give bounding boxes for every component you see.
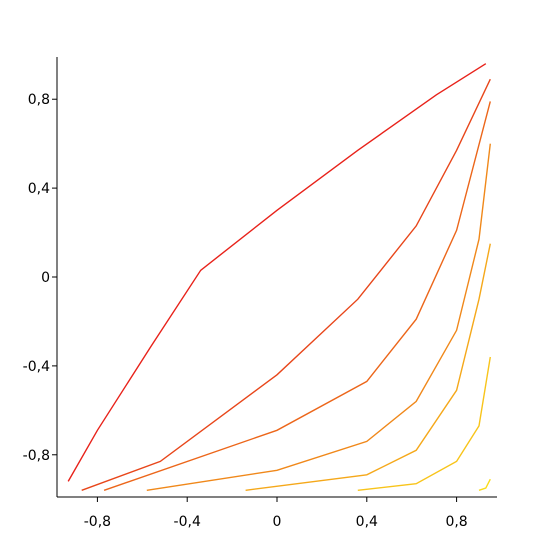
y-tick-label: 0,4 <box>28 181 50 197</box>
x-tick-label: -0,4 <box>174 514 201 530</box>
curve <box>67 63 487 482</box>
y-tick-label: 0,8 <box>28 92 50 108</box>
y-tick-label: 0 <box>41 270 50 286</box>
curve <box>478 478 491 491</box>
y-tick-label: -0,8 <box>23 448 50 464</box>
curve <box>357 356 491 491</box>
curve <box>103 101 491 491</box>
curve <box>81 78 491 491</box>
y-tick-label: -0,4 <box>23 359 50 375</box>
curve <box>146 143 491 491</box>
x-tick-label: 0 <box>273 514 282 530</box>
curve <box>245 243 491 491</box>
x-tick-label: 0,4 <box>356 514 378 530</box>
x-tick-label: -0,8 <box>84 514 111 530</box>
x-tick-label: 0,8 <box>445 514 467 530</box>
